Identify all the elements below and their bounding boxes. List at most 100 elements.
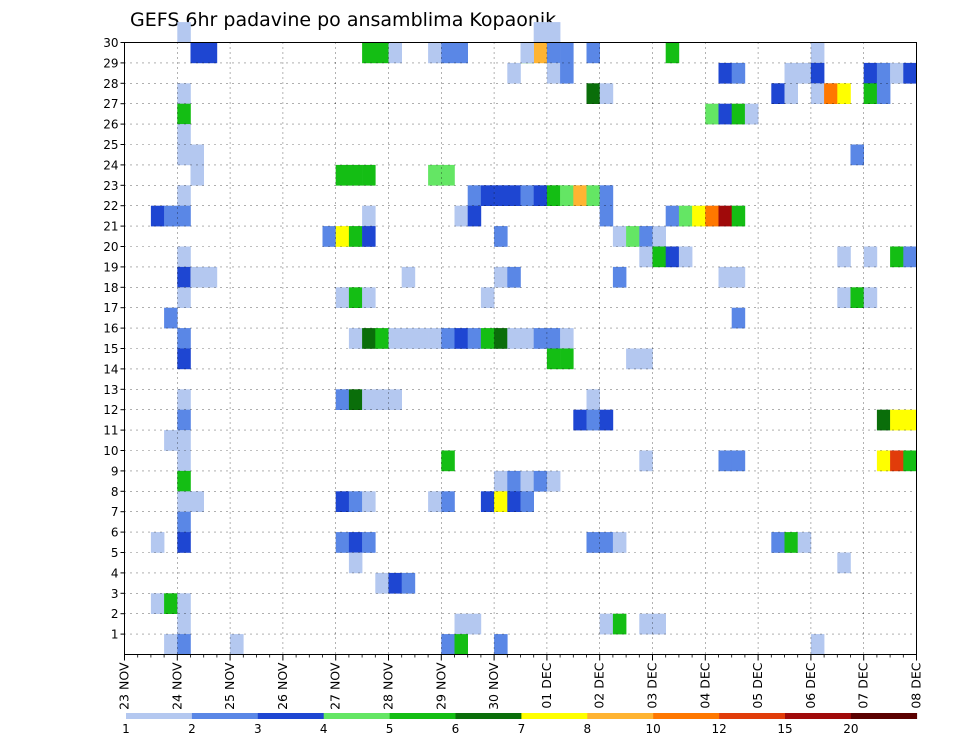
y-tick-label: 20	[103, 240, 118, 254]
y-tick-label: 17	[103, 301, 118, 315]
y-tick-label: 30	[103, 36, 118, 50]
heatmap-cell	[164, 634, 178, 655]
legend-color-bar	[191, 713, 259, 719]
heatmap-cell	[362, 491, 376, 512]
heatmap-cell	[639, 348, 653, 370]
heatmap-cell	[190, 164, 204, 186]
heatmap-cell	[177, 450, 191, 472]
y-tick-label: 4	[111, 566, 119, 580]
heatmap-cell	[362, 328, 376, 349]
heatmap-cell	[533, 470, 548, 492]
heatmap-cell	[573, 409, 587, 431]
heatmap-cell	[903, 62, 917, 84]
x-tick-label: 02 DEC	[592, 662, 607, 708]
heatmap-cells	[150, 22, 917, 655]
x-tick-label: 27 NOV	[328, 662, 343, 710]
heatmap-cell	[348, 389, 363, 410]
heatmap-cell	[177, 205, 191, 227]
heatmap-cell	[639, 450, 653, 472]
heatmap-cell	[533, 42, 548, 64]
heatmap-cell	[810, 42, 825, 64]
legend-label: 5	[386, 722, 394, 736]
heatmap-cell	[375, 389, 389, 410]
y-tick-label: 8	[111, 485, 119, 499]
heatmap-cell	[441, 42, 455, 64]
heatmap-cell	[177, 389, 191, 410]
legend-color-bar	[521, 713, 588, 719]
heatmap-cell	[652, 246, 666, 268]
heatmap-cell	[203, 266, 218, 288]
heatmap-cell	[612, 613, 627, 635]
heatmap-cell	[665, 246, 680, 268]
legend-label: 4	[320, 722, 328, 736]
heatmap-cell	[546, 42, 561, 64]
heatmap-cell	[810, 634, 825, 655]
x-tick-label: 04 DEC	[697, 662, 712, 708]
heatmap-cell	[190, 42, 204, 64]
heatmap-cell	[401, 572, 416, 594]
heatmap-cell	[678, 246, 693, 268]
heatmap-cell	[454, 42, 468, 64]
legend-color-bar	[126, 713, 193, 719]
heatmap-cell	[494, 634, 508, 655]
y-tick-label: 24	[103, 158, 118, 172]
heatmap-cell	[177, 266, 191, 288]
heatmap-cell	[586, 409, 600, 431]
heatmap-cell	[810, 83, 825, 104]
y-tick-label: 21	[103, 220, 118, 234]
heatmap-cell	[164, 205, 178, 227]
heatmap-cell	[586, 185, 600, 206]
y-tick-label: 1	[111, 628, 119, 642]
heatmap-cell	[731, 450, 746, 472]
y-tick-label: 22	[103, 199, 118, 213]
heatmap-cell	[177, 22, 191, 43]
heatmap-cell	[876, 62, 891, 84]
heatmap-cell	[705, 103, 719, 125]
heatmap-cell	[612, 532, 627, 553]
y-tick-label: 19	[103, 260, 118, 274]
heatmap-cell	[533, 185, 548, 206]
legend-label: 7	[518, 722, 526, 736]
heatmap-cell	[546, 328, 561, 349]
legend-color-bar	[785, 713, 852, 719]
heatmap-cell	[150, 205, 165, 227]
heatmap-cell	[177, 430, 191, 451]
heatmap-cell	[177, 634, 191, 655]
heatmap-cell	[718, 205, 732, 227]
heatmap-cell	[903, 450, 917, 472]
heatmap-cell	[520, 328, 534, 349]
heatmap-cell	[520, 470, 534, 492]
heatmap-cell	[441, 450, 455, 472]
heatmap-cell	[388, 389, 402, 410]
heatmap-cell	[348, 287, 363, 308]
heatmap-cell	[507, 185, 521, 206]
y-tick-label: 15	[103, 342, 118, 356]
heatmap-cell	[744, 103, 759, 125]
heatmap-cell	[507, 328, 521, 349]
heatmap-cell	[388, 42, 402, 64]
heatmap-cell	[177, 532, 191, 553]
heatmap-cell	[467, 185, 482, 206]
heatmap-cell	[599, 83, 614, 104]
heatmap-cell	[771, 532, 785, 553]
y-tick-label: 18	[103, 281, 118, 295]
heatmap-cell	[876, 450, 891, 472]
heatmap-cell	[494, 491, 508, 512]
legend-label: 1	[122, 722, 130, 736]
x-tick-label: 28 NOV	[381, 662, 396, 710]
x-tick-label: 24 NOV	[169, 662, 184, 710]
legend-label: 10	[646, 722, 661, 736]
y-tick-label: 13	[103, 383, 118, 397]
heatmap-cell	[533, 328, 548, 349]
heatmap-cell	[718, 266, 732, 288]
heatmap-cell	[599, 205, 614, 227]
y-tick-label: 16	[103, 322, 118, 336]
heatmap-cell	[190, 144, 204, 166]
heatmap-cell	[335, 287, 350, 308]
heatmap-cell	[586, 83, 600, 104]
x-tick-label: 23 NOV	[117, 662, 132, 710]
heatmap-cell	[837, 83, 851, 104]
y-tick-label: 6	[111, 526, 119, 540]
heatmap-cell	[797, 62, 812, 84]
heatmap-cell	[797, 532, 812, 553]
